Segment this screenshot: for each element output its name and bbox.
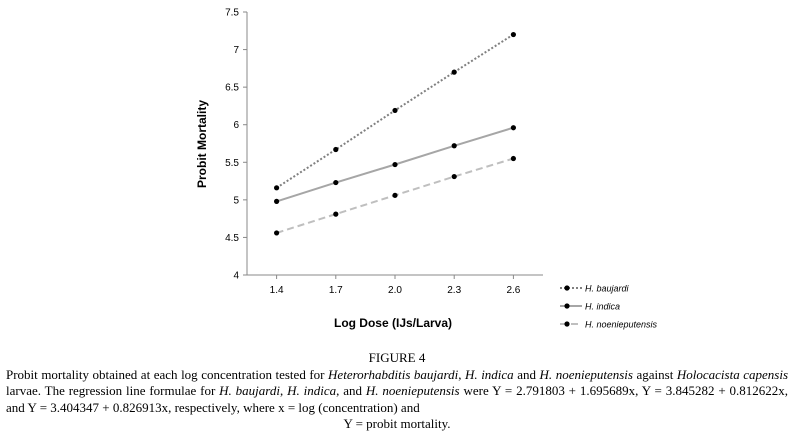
data-point xyxy=(392,107,398,114)
x-axis-title: Log Dose (IJs/Larva) xyxy=(334,316,452,330)
legend-label: H. indica xyxy=(585,302,620,312)
legend-marker xyxy=(564,303,570,309)
x-tick-label: 2.0 xyxy=(388,285,402,296)
data-point xyxy=(274,230,280,236)
figure-label: FIGURE 4 xyxy=(368,350,426,365)
x-tick-label: 1.7 xyxy=(329,285,343,296)
caption-last-line: Y = probit mortality. xyxy=(343,416,451,431)
data-point xyxy=(333,211,339,217)
x-tick-label: 2.6 xyxy=(506,285,520,296)
data-point xyxy=(451,69,457,75)
data-point xyxy=(333,179,339,186)
x-tick-label: 1.4 xyxy=(270,285,284,296)
y-tick-label: 4 xyxy=(233,271,239,282)
chart-ticks: 4 4.5 5 5.5 6 6.5 7 7.5 1.4 1.7 2.0 2.3 2.6 xyxy=(225,8,521,297)
data-point xyxy=(510,31,516,38)
data-point xyxy=(274,185,280,191)
chart-series xyxy=(274,31,516,236)
chart-legend: H. baujardi H. indica H. noenieputensis xyxy=(560,284,658,330)
y-tick-label: 6.5 xyxy=(225,83,239,94)
y-tick-label: 7.5 xyxy=(225,8,239,19)
data-point xyxy=(451,143,457,149)
y-tick-label: 7 xyxy=(233,45,239,56)
data-point xyxy=(274,198,280,204)
data-point xyxy=(333,146,339,153)
probit-chart: 4 4.5 5 5.5 6 6.5 7 7.5 1.4 1.7 2.0 2.3 2.6 Probit M… xyxy=(195,8,658,331)
legend-label: H. baujardi xyxy=(585,284,630,294)
legend-marker xyxy=(564,321,570,327)
data-point xyxy=(392,161,398,168)
chart-axes xyxy=(246,12,543,276)
data-point xyxy=(510,155,516,162)
y-axis-title: Probit Mortality xyxy=(195,100,209,188)
data-point xyxy=(392,192,398,198)
figure-caption: FIGURE 4 Probit mortality obtained at ea… xyxy=(6,350,788,433)
legend-marker xyxy=(564,285,570,291)
caption-text: Probit mortality obtained at each log co… xyxy=(6,366,789,415)
data-point xyxy=(510,125,516,131)
data-point xyxy=(451,173,457,180)
y-tick-label: 6 xyxy=(233,120,239,131)
y-tick-label: 5.5 xyxy=(225,158,239,169)
y-tick-label: 4.5 xyxy=(225,233,239,244)
x-tick-label: 2.3 xyxy=(447,285,461,296)
legend-label: H. noenieputensis xyxy=(585,320,658,330)
y-tick-label: 5 xyxy=(233,195,239,206)
